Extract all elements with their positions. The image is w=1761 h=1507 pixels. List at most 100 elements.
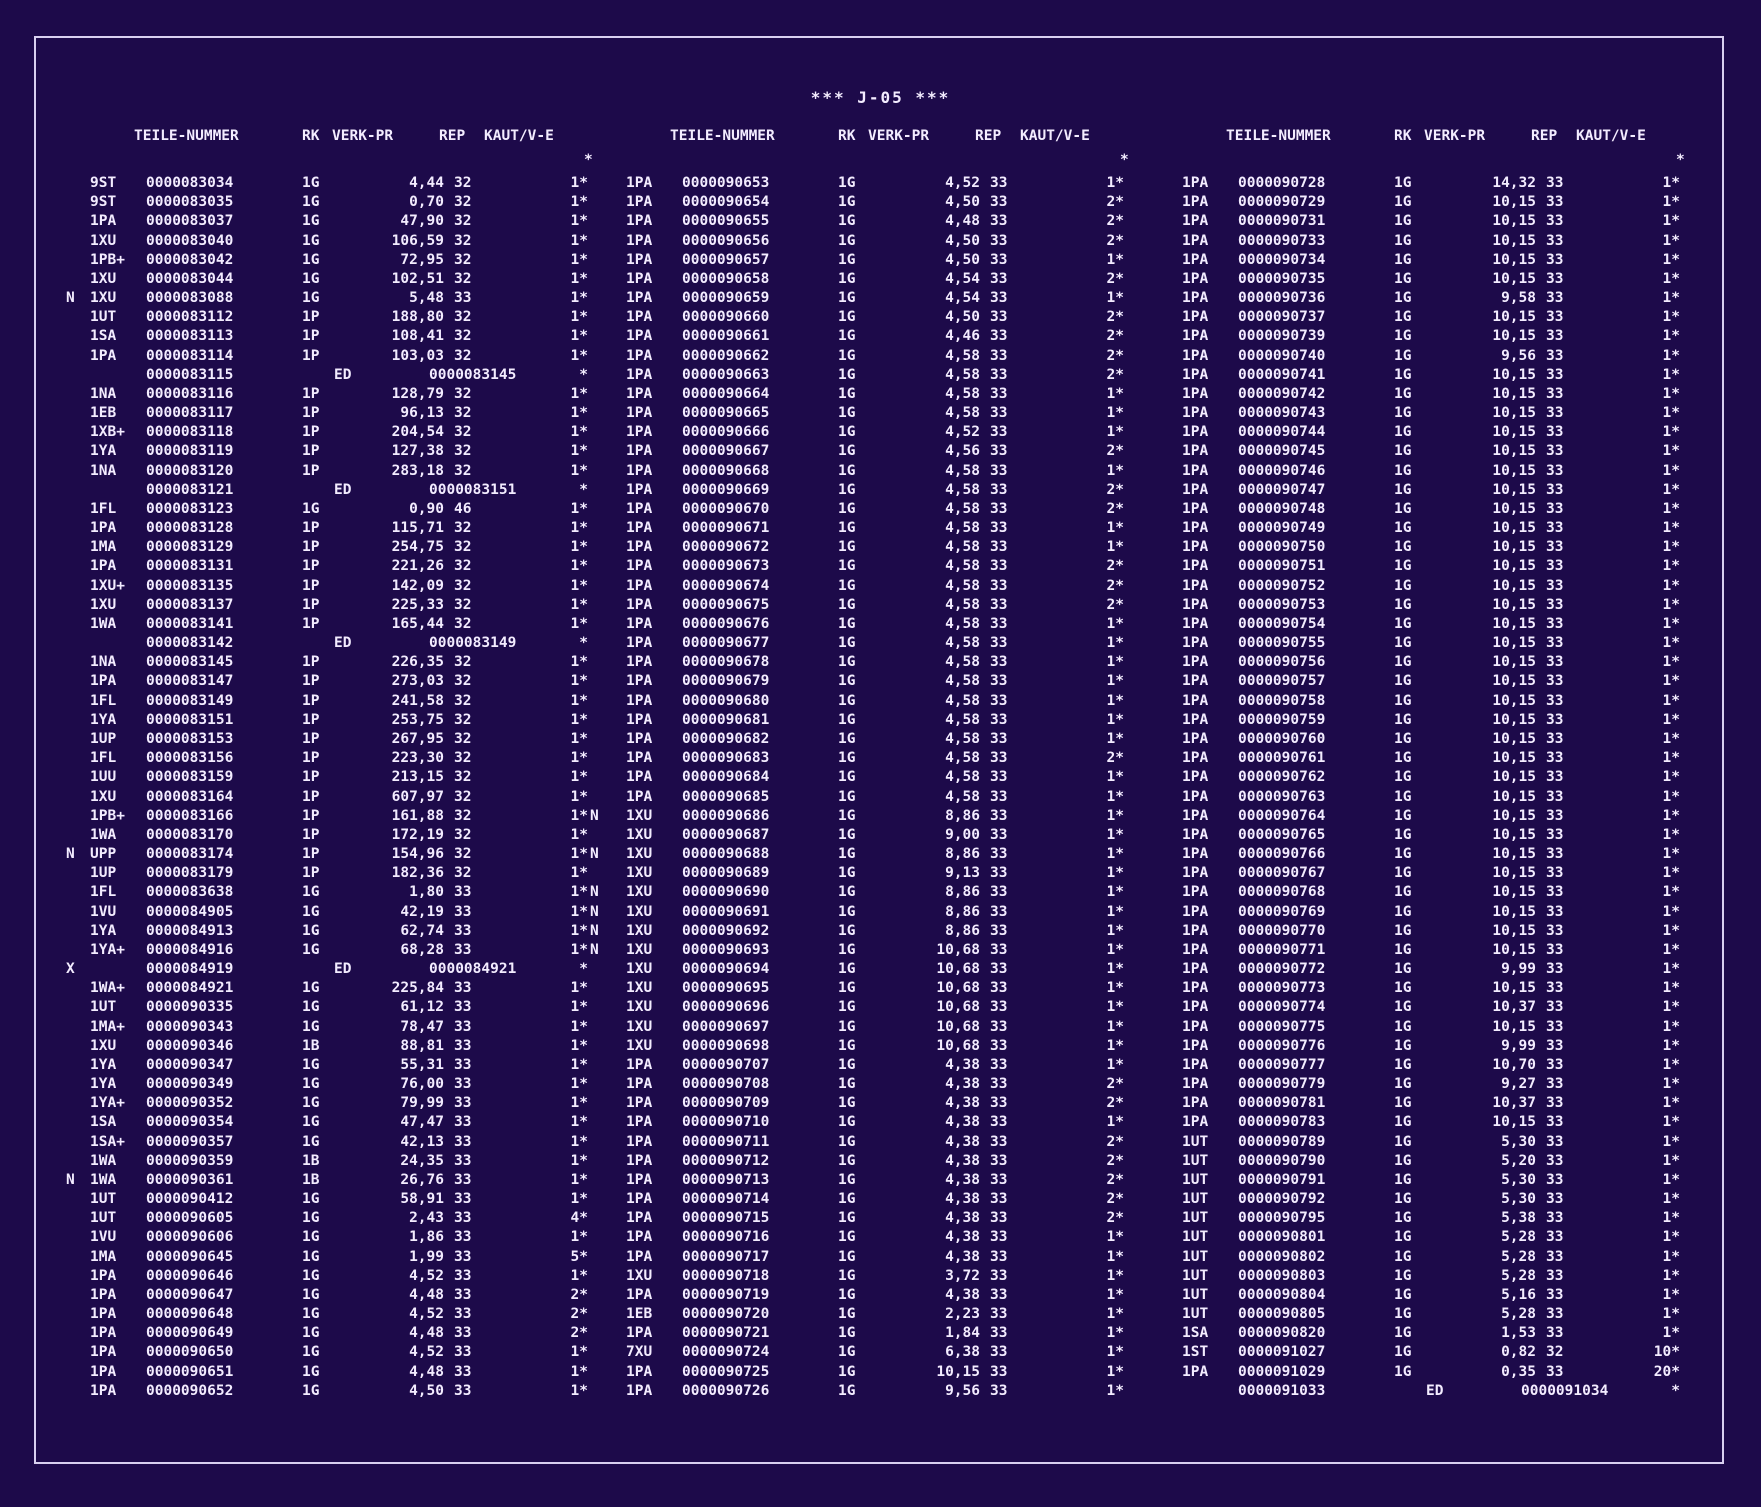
row-rep: 33 xyxy=(990,922,1008,939)
row-price: 10,15 xyxy=(1492,865,1536,882)
row-price: 4,46 xyxy=(945,328,980,345)
row-part-number: 0000090695 xyxy=(682,980,770,997)
row-rep: 33 xyxy=(454,1210,472,1227)
row-kaut-ve: 1* xyxy=(1106,865,1124,882)
row-kaut-ve: 1* xyxy=(1662,922,1680,939)
row-part-number: 0000083115 xyxy=(146,366,234,383)
row-prefix: 1PA xyxy=(626,788,653,805)
row-price: 1,99 xyxy=(409,1248,444,1265)
row-prefix: 1PA xyxy=(626,1325,653,1342)
row-part-number: 0000090688 xyxy=(682,846,770,863)
row-price: 9,13 xyxy=(945,865,980,882)
row-rep: 33 xyxy=(990,865,1008,882)
row-rep: 33 xyxy=(990,635,1008,652)
row-rk: 1G xyxy=(838,1363,856,1380)
row-rep: 33 xyxy=(1546,424,1564,441)
row-rep: 33 xyxy=(1546,769,1564,786)
row-prefix: 1PA xyxy=(1182,347,1209,364)
row-part-number: 0000083151 xyxy=(146,711,234,728)
row-price: 4,58 xyxy=(945,520,980,537)
row-kaut-ve: 2* xyxy=(1106,232,1124,249)
row-prefix: 1PA xyxy=(626,500,653,517)
row-part-number: 0000090677 xyxy=(682,635,770,652)
row-price: 4,58 xyxy=(945,558,980,575)
row-price: 78,47 xyxy=(400,1018,444,1035)
row-rep: 33 xyxy=(990,309,1008,326)
row-part-number: 0000090698 xyxy=(682,1037,770,1054)
row-rk: 1G xyxy=(838,194,856,211)
row-rep: 33 xyxy=(1546,443,1564,460)
row-kaut-ve: 1* xyxy=(570,1344,588,1361)
row-part-number: 0000090744 xyxy=(1238,424,1326,441)
row-part-number: 0000083121 xyxy=(146,481,234,498)
row-kaut-ve: 1* xyxy=(1106,1325,1124,1342)
row-kaut-ve: 2* xyxy=(1106,347,1124,364)
row-price: 165,44 xyxy=(391,615,444,632)
row-rk: 1P xyxy=(302,615,320,632)
row-part-number: 0000090665 xyxy=(682,405,770,422)
row-rep: 33 xyxy=(1546,903,1564,920)
row-part-number: 0000090783 xyxy=(1238,1114,1326,1131)
row-prefix: 1PA xyxy=(626,1056,653,1073)
row-rep: 33 xyxy=(1546,1363,1564,1380)
row-part-number: 0000090756 xyxy=(1238,654,1326,671)
row-part-number: 0000090790 xyxy=(1238,1152,1326,1169)
row-rk: 1G xyxy=(838,1152,856,1169)
row-prefix: 1PA xyxy=(1182,290,1209,307)
row-rk: 1G xyxy=(302,1076,320,1093)
row-rk: 1G xyxy=(838,1095,856,1112)
row-part-number: 0000090802 xyxy=(1238,1248,1326,1265)
row-kaut-ve: 2* xyxy=(570,1306,588,1323)
row-kaut-ve: 1* xyxy=(570,692,588,709)
row-rep: 33 xyxy=(990,596,1008,613)
row-rk: 1G xyxy=(838,424,856,441)
row-rk: 1G xyxy=(1394,750,1412,767)
row-part-number: 0000090694 xyxy=(682,961,770,978)
row-price: 10,15 xyxy=(1492,826,1536,843)
row-part-number: 0000090652 xyxy=(146,1382,234,1399)
row-rk: 1P xyxy=(302,826,320,843)
row-prefix: 1XU xyxy=(626,826,653,843)
row-kaut-ve: 1* xyxy=(1662,347,1680,364)
row-rep: 32 xyxy=(454,577,472,594)
row-price: 10,15 xyxy=(1492,558,1536,575)
row-prefix: 1WA xyxy=(90,1171,117,1188)
row-prefix: 1PA xyxy=(1182,1095,1209,1112)
row-part-number: 0000090719 xyxy=(682,1286,770,1303)
row-rep: 33 xyxy=(990,750,1008,767)
row-price: 10,68 xyxy=(936,961,980,978)
row-rk: 1G xyxy=(838,1267,856,1284)
row-prefix: 1PA xyxy=(626,635,653,652)
row-price: 10,37 xyxy=(1492,1095,1536,1112)
row-kaut-ve: * xyxy=(1671,1382,1680,1399)
row-part-number: 0000083119 xyxy=(146,443,234,460)
row-rep: 32 xyxy=(454,194,472,211)
row-price: 154,96 xyxy=(391,846,444,863)
row-part-number: 0000090656 xyxy=(682,232,770,249)
row-rep: 33 xyxy=(990,520,1008,537)
row-price: 76,00 xyxy=(400,1076,444,1093)
row-rep: 33 xyxy=(990,232,1008,249)
row-prefix: 1PA xyxy=(1182,481,1209,498)
row-prefix: 1UU xyxy=(90,769,117,786)
row-prefix: 1PA xyxy=(1182,961,1209,978)
row-rep: 33 xyxy=(1546,865,1564,882)
row-price: 5,30 xyxy=(1501,1133,1536,1150)
row-price: 4,52 xyxy=(945,424,980,441)
row-rk: 1G xyxy=(1394,328,1412,345)
row-rk: 1G xyxy=(302,1306,320,1323)
row-price: 4,38 xyxy=(945,1114,980,1131)
row-prefix: 1PA xyxy=(626,673,653,690)
row-price: 10,15 xyxy=(1492,596,1536,613)
row-kaut-ve: 1* xyxy=(1106,980,1124,997)
header-rep: REP xyxy=(439,128,466,144)
row-rk: 1G xyxy=(838,922,856,939)
row-rk: 1G xyxy=(838,865,856,882)
row-kaut-ve: 1* xyxy=(570,405,588,422)
row-prefix: 1PA xyxy=(1182,424,1209,441)
row-price: 4,58 xyxy=(945,366,980,383)
row-prefix: 1PA xyxy=(626,385,653,402)
row-rep: 33 xyxy=(1546,1018,1564,1035)
row-rk: 1G xyxy=(838,1210,856,1227)
row-price: 4,48 xyxy=(409,1363,444,1380)
